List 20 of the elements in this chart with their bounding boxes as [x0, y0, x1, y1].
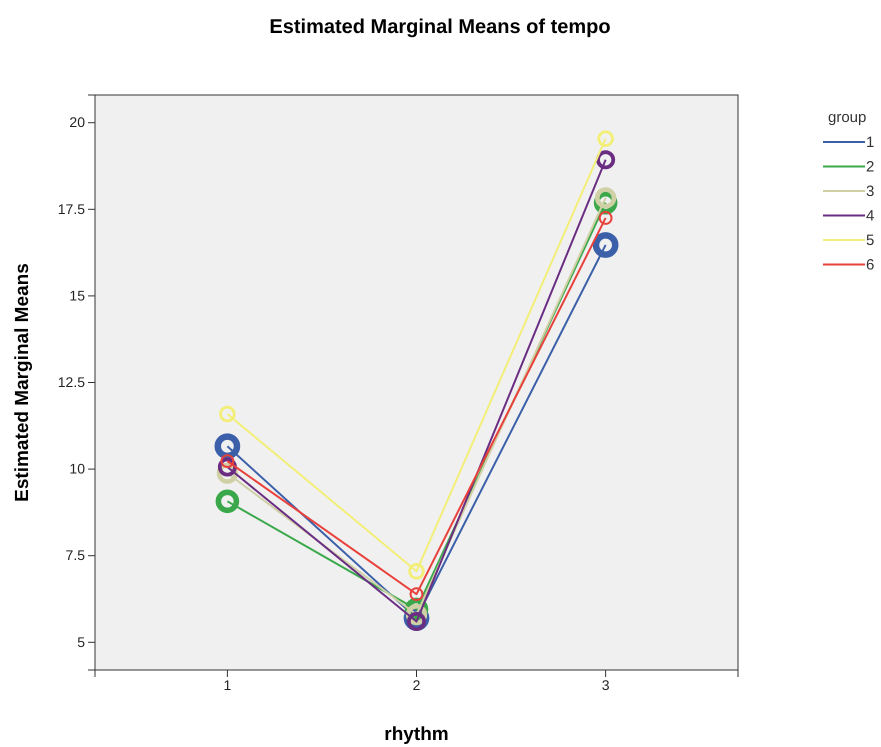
x-tick-label: 3	[602, 676, 610, 693]
legend-label: 5	[866, 232, 874, 249]
legend-title: group	[828, 109, 866, 126]
y-tick-label: 15	[69, 287, 86, 304]
x-tick-label: 1	[223, 676, 232, 693]
legend-label: 3	[866, 183, 874, 200]
legend-label: 4	[866, 208, 874, 224]
y-tick-label: 20	[69, 114, 86, 130]
x-tick-label: 2	[412, 676, 421, 693]
legend-label: 1	[866, 134, 874, 151]
legend-label: 2	[866, 158, 874, 176]
y-axis-title: Estimated Marginal Means	[12, 263, 33, 502]
x-axis-title: rhythm	[384, 724, 449, 745]
y-tick-label: 17.5	[58, 200, 86, 217]
y-tick-label: 7.5	[66, 547, 86, 564]
y-tick-label: 12.5	[58, 374, 86, 390]
chart-title: Estimated Marginal Means of tempo	[269, 16, 611, 38]
y-tick-label: 5	[77, 634, 86, 650]
y-tick-label: 10	[69, 460, 86, 477]
legend-label: 6	[866, 256, 874, 274]
